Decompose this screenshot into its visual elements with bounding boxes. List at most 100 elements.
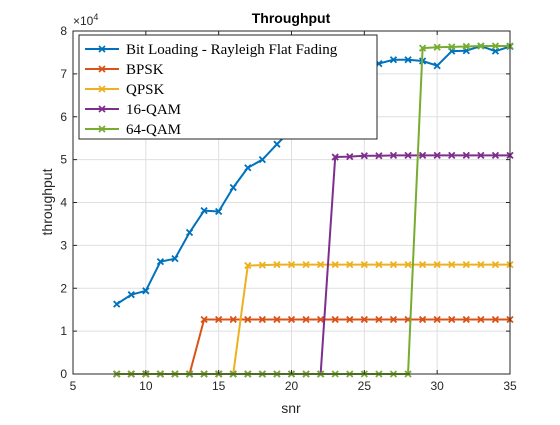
- data-point-16-qam: [360, 152, 368, 160]
- data-point-qpsk: [360, 261, 368, 269]
- data-point-16-qam: [418, 151, 427, 159]
- y-tick-label: 7: [60, 67, 67, 81]
- data-point-16-qam: [462, 151, 470, 159]
- y-tick-label: 4: [60, 196, 67, 210]
- data-point-bit-loading-rayleigh-flat-fading: [404, 56, 412, 64]
- y-tick-label: 8: [60, 24, 67, 38]
- y-tick-label: 5: [60, 153, 67, 167]
- data-point-bpsk: [346, 315, 354, 324]
- data-point-bpsk: [375, 315, 383, 324]
- data-point-bpsk: [200, 315, 208, 324]
- tick-layer: 5 10 15 20 25 30 35 0 1 2 3 4 5 6 7 8: [60, 24, 517, 393]
- data-point-bit-loading-rayleigh-flat-fading: [244, 164, 252, 172]
- data-point-bit-loading-rayleigh-flat-fading: [389, 56, 398, 64]
- data-point-bit-loading-rayleigh-flat-fading: [171, 255, 179, 263]
- data-point-bpsk: [448, 315, 456, 324]
- data-point-qpsk: [346, 261, 354, 269]
- legend-box: [78, 34, 378, 140]
- data-point-bpsk: [477, 315, 485, 324]
- legend-label: Bit Loading - Rayleigh Flat Fading: [126, 42, 338, 58]
- x-tick-label: 30: [430, 379, 444, 393]
- data-point-bit-loading-rayleigh-flat-fading: [156, 258, 165, 266]
- x-tick-label: 25: [358, 379, 372, 393]
- data-point-bit-loading-rayleigh-flat-fading: [113, 300, 121, 308]
- legend-item-16-qam: 16-QAM: [85, 102, 181, 118]
- data-point-bit-loading-rayleigh-flat-fading: [273, 140, 281, 148]
- legend-item-bpsk: BPSK: [85, 62, 164, 78]
- legend-label: QPSK: [126, 82, 165, 98]
- data-point-bpsk: [462, 315, 470, 324]
- legend: Bit Loading - Rayleigh Flat Fading BPSK QP…: [78, 34, 378, 140]
- data-point-qpsk: [462, 261, 470, 269]
- y-exponent-power: 4: [93, 12, 98, 22]
- data-point-16-qam: [491, 151, 500, 159]
- data-point-16-qam: [433, 151, 441, 159]
- data-point-qpsk: [273, 261, 281, 269]
- legend-marker: [98, 65, 106, 73]
- data-point-qpsk: [287, 261, 296, 269]
- data-point-qpsk: [316, 261, 325, 269]
- legend-label: 64-QAM: [126, 122, 181, 138]
- data-point-64-qam: [418, 44, 427, 52]
- x-axis-label: snr: [281, 400, 301, 416]
- legend-marker: [98, 45, 106, 53]
- y-tick-label: 1: [60, 324, 67, 338]
- data-point-64-qam: [462, 42, 470, 51]
- data-point-qpsk: [448, 261, 456, 269]
- data-point-bit-loading-rayleigh-flat-fading: [215, 207, 223, 216]
- legend-item-bit-loading-rayleigh-flat-fading: Bit Loading - Rayleigh Flat Fading: [85, 42, 338, 58]
- data-point-bpsk: [389, 315, 398, 324]
- data-point-bit-loading-rayleigh-flat-fading: [229, 183, 237, 192]
- x-tick-label: 10: [139, 379, 153, 393]
- y-exponent-base: ×10: [73, 14, 94, 28]
- data-point-bpsk: [418, 315, 427, 324]
- data-point-bit-loading-rayleigh-flat-fading: [142, 287, 150, 295]
- legend-item-qpsk: QPSK: [85, 82, 165, 98]
- data-point-bpsk: [244, 315, 252, 324]
- data-point-qpsk: [389, 261, 398, 269]
- legend-marker: [98, 85, 106, 93]
- legend-marker: [98, 105, 106, 113]
- data-point-bpsk: [316, 315, 325, 324]
- data-point-bpsk: [331, 315, 339, 324]
- y-axis-exponent: ×104: [73, 12, 98, 28]
- x-tick-label: 35: [503, 379, 517, 393]
- data-point-bpsk: [229, 315, 237, 324]
- data-point-16-qam: [448, 151, 456, 159]
- data-point-qpsk: [302, 261, 310, 269]
- data-point-qpsk: [258, 261, 267, 269]
- y-tick-label: 0: [60, 367, 67, 381]
- data-point-16-qam: [375, 152, 383, 160]
- data-point-bit-loading-rayleigh-flat-fading: [127, 291, 135, 299]
- data-point-16-qam: [389, 151, 398, 159]
- data-point-qpsk: [418, 261, 427, 269]
- chart-title: Throughput: [252, 10, 331, 26]
- data-point-64-qam: [491, 42, 500, 50]
- data-point-bpsk: [215, 315, 223, 324]
- data-point-16-qam: [346, 152, 354, 161]
- data-point-bpsk: [273, 315, 281, 324]
- data-point-16-qam: [477, 151, 485, 159]
- y-tick-label: 2: [60, 281, 67, 295]
- data-point-qpsk: [331, 261, 339, 269]
- data-point-bpsk: [360, 315, 368, 324]
- legend-marker: [98, 125, 106, 133]
- data-point-bit-loading-rayleigh-flat-fading: [433, 62, 441, 70]
- legend-item-64-qam: 64-QAM: [85, 122, 181, 138]
- y-tick-label: 3: [60, 238, 67, 252]
- data-point-bpsk: [302, 315, 310, 324]
- data-point-bit-loading-rayleigh-flat-fading: [258, 155, 267, 164]
- data-point-qpsk: [433, 261, 441, 269]
- data-point-bit-loading-rayleigh-flat-fading: [200, 207, 208, 215]
- data-point-64-qam: [433, 43, 441, 51]
- x-tick-label: 20: [285, 379, 299, 393]
- y-tick-label: 6: [60, 110, 67, 124]
- legend-label: 16-QAM: [126, 102, 181, 118]
- data-point-qpsk: [491, 261, 500, 269]
- data-point-64-qam: [448, 43, 456, 51]
- data-point-64-qam: [477, 42, 485, 50]
- data-point-bpsk: [491, 315, 500, 324]
- y-axis-label: throughput: [39, 168, 55, 235]
- data-point-bpsk: [287, 315, 296, 324]
